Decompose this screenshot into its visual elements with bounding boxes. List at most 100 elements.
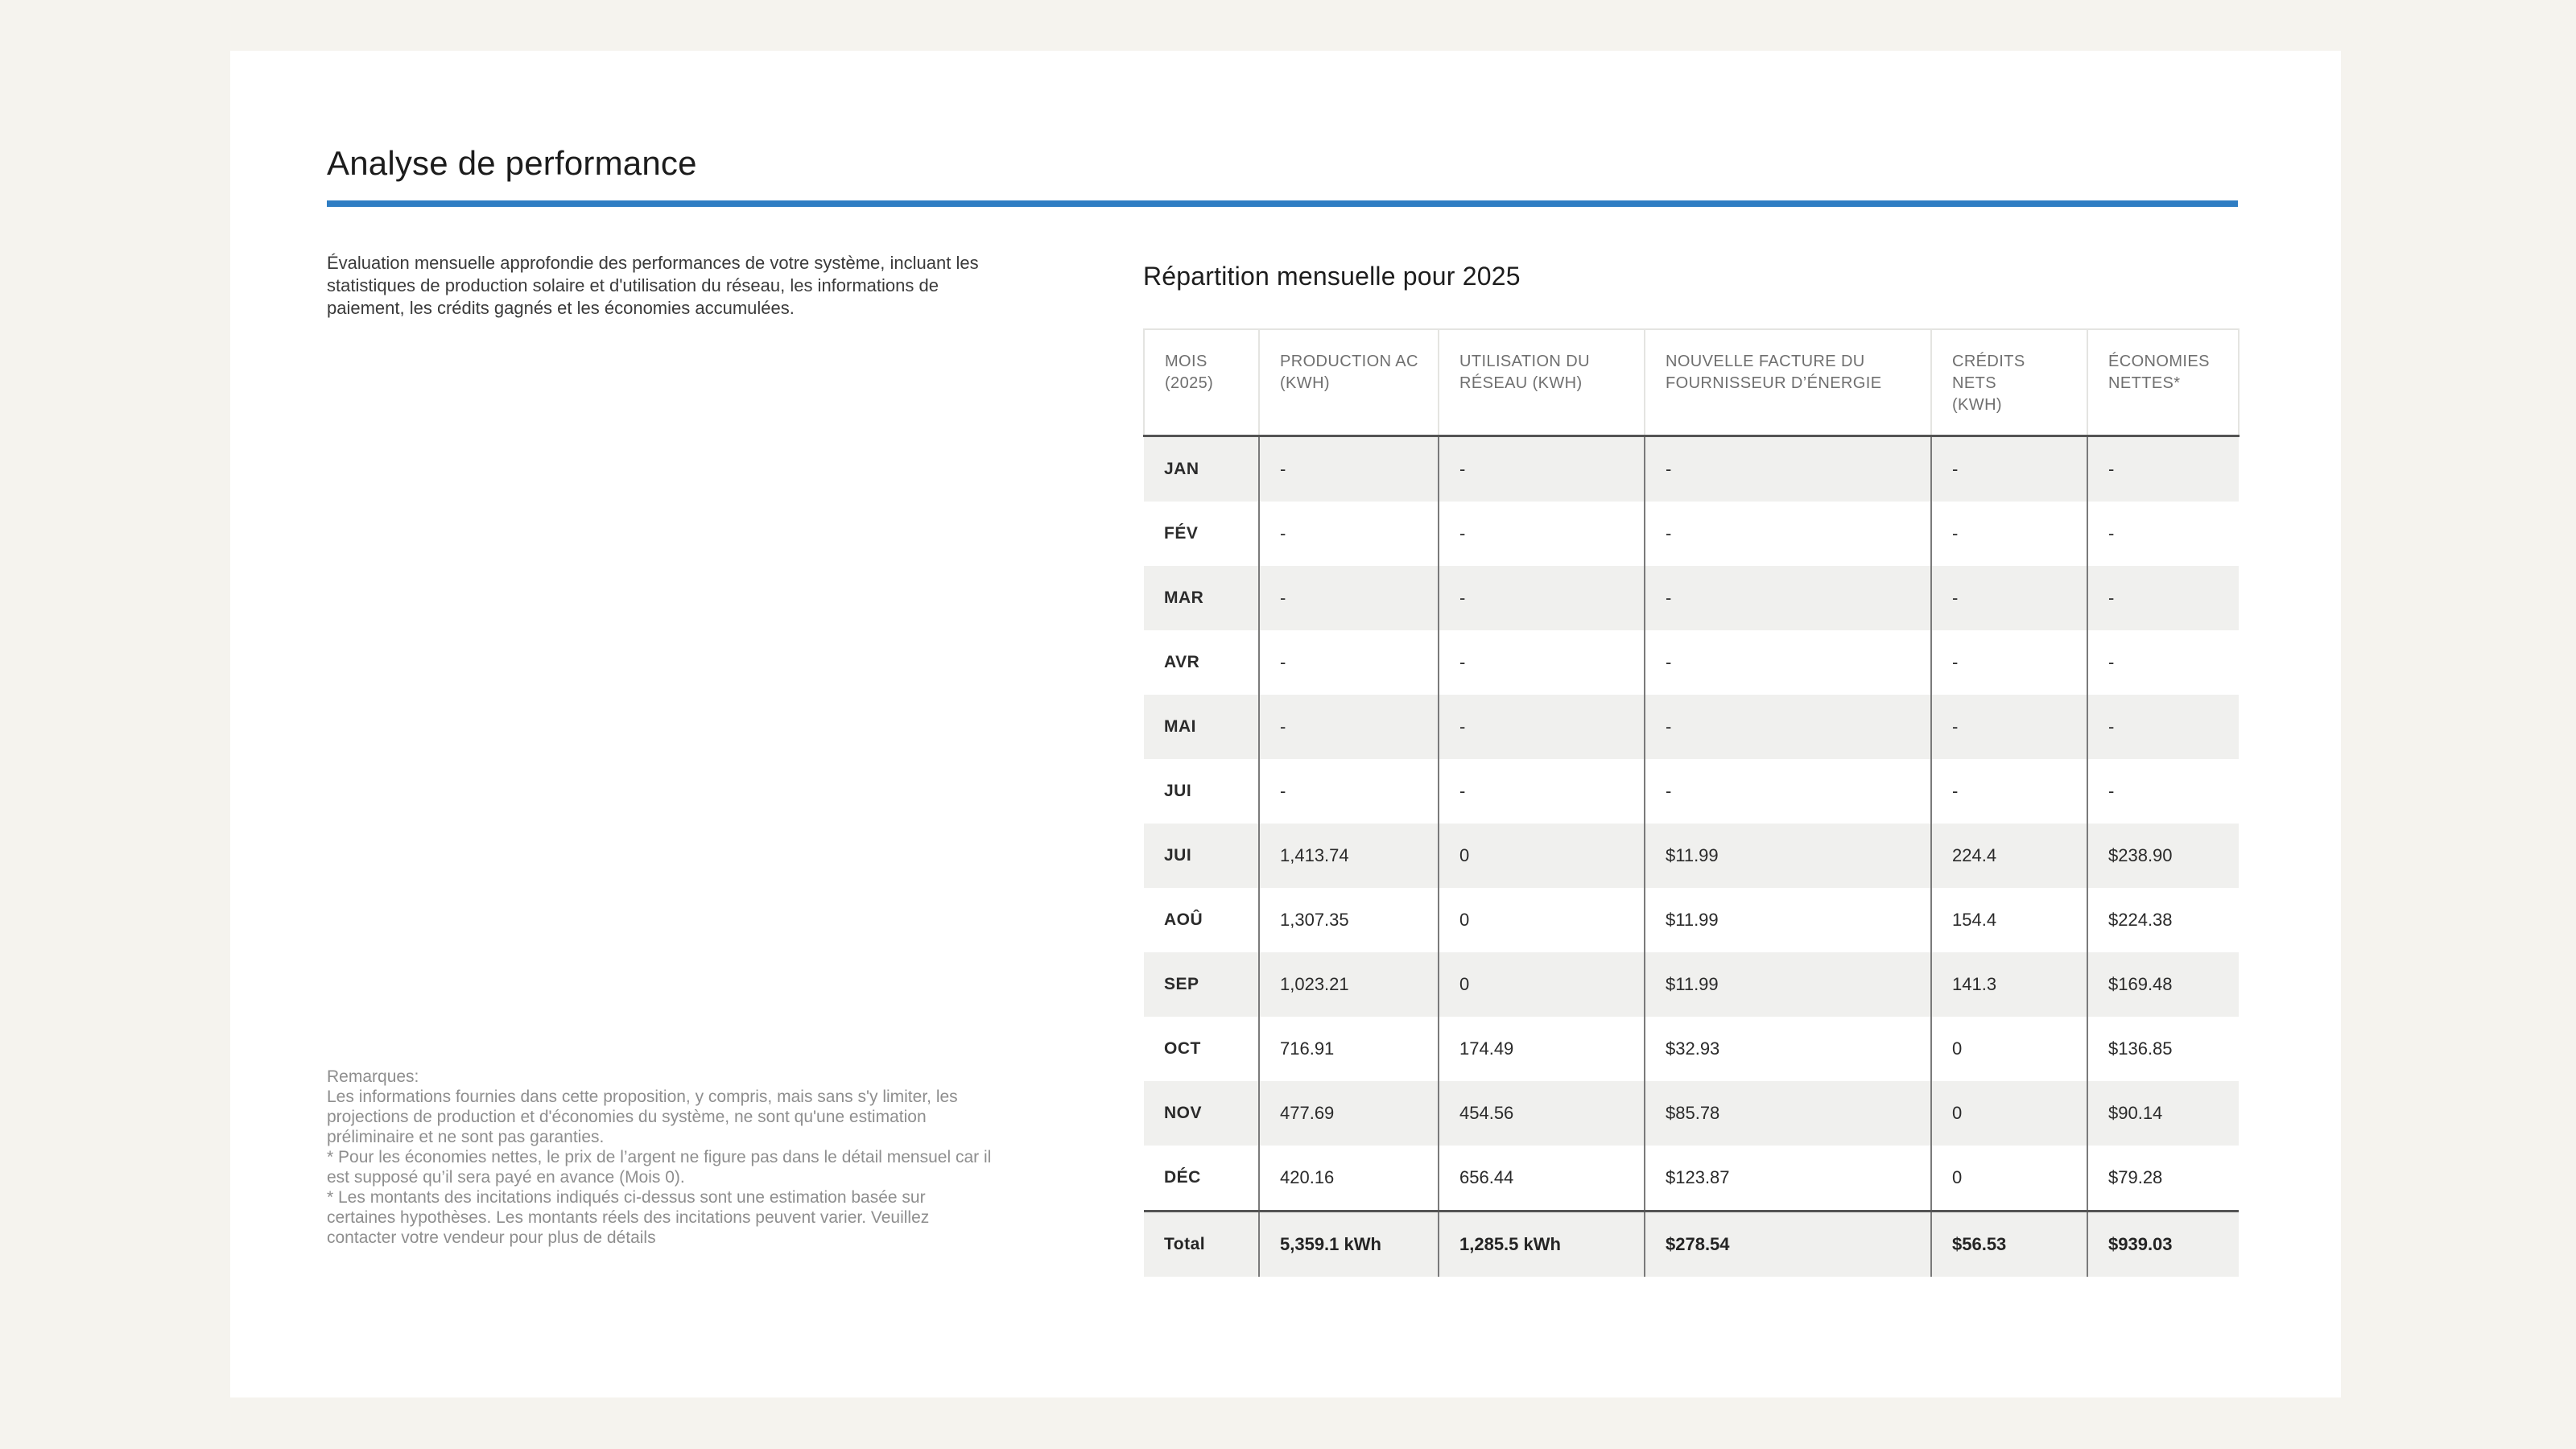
table-row: SEP 1,023.21 0 $11.99 141.3 $169.48	[1144, 952, 2239, 1017]
value-cell: 0	[1931, 1081, 2088, 1146]
column-header-grid-usage: UTILISATION DU RÉSEAU (KWH)	[1438, 328, 1645, 436]
value-cell: -	[1645, 436, 1932, 502]
total-label-cell: Total	[1144, 1211, 1260, 1277]
column-header-month: MOIS (2025)	[1143, 328, 1260, 436]
month-cell: JAN	[1144, 436, 1260, 502]
value-cell: $85.78	[1645, 1081, 1932, 1146]
value-cell: $90.14	[2108, 1103, 2163, 1123]
value-cell: $136.85	[2108, 1038, 2173, 1059]
value-cell: 174.49	[1439, 1017, 1645, 1081]
value-cell: 0	[1439, 952, 1645, 1017]
description-text: Évaluation mensuelle approfondie des per…	[327, 253, 979, 318]
value-cell: -	[1645, 759, 1932, 824]
month-cell: DÉC	[1144, 1146, 1260, 1212]
total-value-cell: $278.54	[1645, 1211, 1932, 1277]
value-cell: 1,023.21	[1259, 952, 1439, 1017]
value-cell: -	[1259, 759, 1439, 824]
value-cell: 0	[1931, 1017, 2088, 1081]
table-row: MAR - - - - -	[1144, 566, 2239, 630]
month-cell: NOV	[1144, 1081, 1260, 1146]
table-row: JUI - - - - -	[1144, 759, 2239, 824]
value-cell: -	[1931, 502, 2088, 566]
month-cell: JUI	[1144, 824, 1260, 888]
table-row: DÉC 420.16 656.44 $123.87 0 $79.28	[1144, 1146, 2239, 1212]
value-cell: 141.3	[1931, 952, 2088, 1017]
value-cell: $79.28	[2108, 1167, 2163, 1187]
table-row: FÉV - - - - -	[1144, 502, 2239, 566]
value-cell: -	[1931, 566, 2088, 630]
value-cell: 1,413.74	[1259, 824, 1439, 888]
monthly-breakdown-table: MOIS (2025) PRODUCTION AC (KWH) UTILISAT…	[1143, 328, 2240, 1277]
value-cell: $11.99	[1645, 952, 1932, 1017]
value-cell: 0	[1439, 888, 1645, 952]
month-cell: AVR	[1144, 630, 1260, 695]
value-cell: -	[1645, 695, 1932, 759]
value-cell: -	[2108, 459, 2115, 479]
value-cell: -	[2108, 781, 2115, 801]
month-cell: AOÛ	[1144, 888, 1260, 952]
month-cell: MAI	[1144, 695, 1260, 759]
value-cell: $11.99	[1645, 888, 1932, 952]
value-cell: 1,307.35	[1259, 888, 1439, 952]
column-header-new-bill: NOUVELLE FACTURE DU FOURNISSEUR D’ÉNERGI…	[1644, 328, 1932, 436]
value-cell: -	[1931, 759, 2088, 824]
value-cell: $169.48	[2108, 974, 2173, 994]
value-cell: 420.16	[1259, 1146, 1439, 1212]
value-cell: -	[2108, 588, 2115, 608]
total-value-cell: 1,285.5 kWh	[1439, 1211, 1645, 1277]
month-cell: JUI	[1144, 759, 1260, 824]
value-cell: 224.4	[1931, 824, 2088, 888]
value-cell: $32.93	[1645, 1017, 1932, 1081]
value-cell: -	[1259, 436, 1439, 502]
total-value-cell: $56.53	[1931, 1211, 2088, 1277]
value-cell: -	[1645, 502, 1932, 566]
table-row: JAN - - - - -	[1144, 436, 2239, 502]
column-header-net-credits: CRÉDITS NETS (KWH)	[1930, 328, 2088, 436]
value-cell: $123.87	[1645, 1146, 1932, 1212]
month-cell: MAR	[1144, 566, 1260, 630]
value-cell: 656.44	[1439, 1146, 1645, 1212]
value-cell: -	[1439, 695, 1645, 759]
value-cell: -	[1259, 502, 1439, 566]
value-cell: 477.69	[1259, 1081, 1439, 1146]
document-card: Analyse de performance Évaluation mensue…	[230, 51, 2341, 1397]
month-cell: SEP	[1144, 952, 1260, 1017]
total-value-cell: 5,359.1 kWh	[1259, 1211, 1439, 1277]
title-underline-rule	[327, 200, 2238, 207]
value-cell: -	[2108, 652, 2115, 672]
table-row: AOÛ 1,307.35 0 $11.99 154.4 $224.38	[1144, 888, 2239, 952]
value-cell: -	[1439, 566, 1645, 630]
value-cell: 154.4	[1931, 888, 2088, 952]
value-cell: $11.99	[1645, 824, 1932, 888]
value-cell: -	[1259, 630, 1439, 695]
value-cell: -	[1439, 502, 1645, 566]
value-cell: -	[1259, 695, 1439, 759]
value-cell: -	[1931, 630, 2088, 695]
value-cell: 454.56	[1439, 1081, 1645, 1146]
value-cell: $224.38	[2108, 910, 2173, 930]
table-row: MAI - - - - -	[1144, 695, 2239, 759]
value-cell: -	[2108, 716, 2115, 737]
value-cell: 0	[1931, 1146, 2088, 1212]
value-cell: 716.91	[1259, 1017, 1439, 1081]
value-cell: -	[1931, 695, 2088, 759]
value-cell: -	[1645, 566, 1932, 630]
value-cell: -	[1931, 436, 2088, 502]
monthly-breakdown-table-container: MOIS (2025) PRODUCTION AC (KWH) UTILISAT…	[1143, 328, 2240, 1277]
table-row: OCT 716.91 174.49 $32.93 0 $136.85	[1144, 1017, 2239, 1081]
value-cell: 0	[1439, 824, 1645, 888]
value-cell: -	[1439, 759, 1645, 824]
month-cell: FÉV	[1144, 502, 1260, 566]
column-header-production: PRODUCTION AC (KWH)	[1258, 328, 1439, 436]
table-total-row: Total 5,359.1 kWh 1,285.5 kWh $278.54 $5…	[1144, 1211, 2239, 1277]
table-header-row: MOIS (2025) PRODUCTION AC (KWH) UTILISAT…	[1143, 328, 2240, 436]
value-cell: $238.90	[2108, 845, 2173, 865]
remarks-text: Remarques: Les informations fournies dan…	[327, 1067, 992, 1247]
section-heading: Répartition mensuelle pour 2025	[1143, 262, 1521, 291]
table-row: NOV 477.69 454.56 $85.78 0 $90.14	[1144, 1081, 2239, 1146]
value-cell: -	[1439, 630, 1645, 695]
page-title: Analyse de performance	[327, 144, 697, 182]
table-row: AVR - - - - -	[1144, 630, 2239, 695]
value-cell: -	[1439, 436, 1645, 502]
